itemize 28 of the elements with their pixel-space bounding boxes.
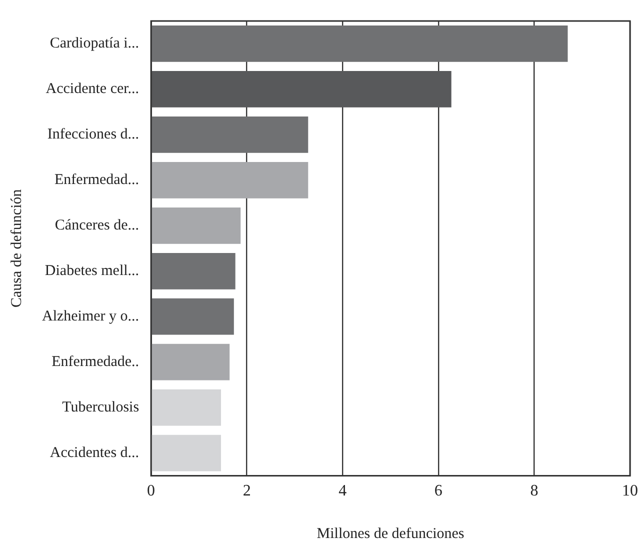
bar [152,207,241,244]
x-tick-label: 6 [434,482,442,500]
x-axis-title: Millones de defunciones [316,526,464,542]
y-tick-label: Tuberculosis [62,400,140,416]
y-tick-label: Cánceres de... [54,218,140,234]
y-tick-label: Accidentes d... [50,444,140,461]
y-tick-label: Enfermedade.. [52,354,140,370]
bar [152,162,308,198]
x-tick-label: 4 [338,482,347,500]
bar [152,298,234,335]
y-tick-label: Enfermedad... [54,172,140,188]
x-tick-label: 10 [622,482,638,500]
y-tick-label: Alzheimer y o... [42,308,140,325]
bar [152,116,308,153]
x-tick-label: 0 [147,482,156,500]
x-tick-label: 2 [242,482,251,500]
bar [152,344,230,380]
y-tick-label: Accidente cer... [46,81,140,98]
x-tick-label: 8 [530,482,538,500]
y-axis-title: Causa de defunción [8,188,25,308]
bar [152,26,568,62]
bar [152,434,221,472]
bar [152,389,221,426]
bar [152,252,236,290]
y-tick-label: Cardiopatía i... [50,36,140,52]
y-tick-label: Diabetes mell... [44,263,140,280]
bar [152,71,452,108]
y-tick-label: Infecciones d... [47,126,140,143]
